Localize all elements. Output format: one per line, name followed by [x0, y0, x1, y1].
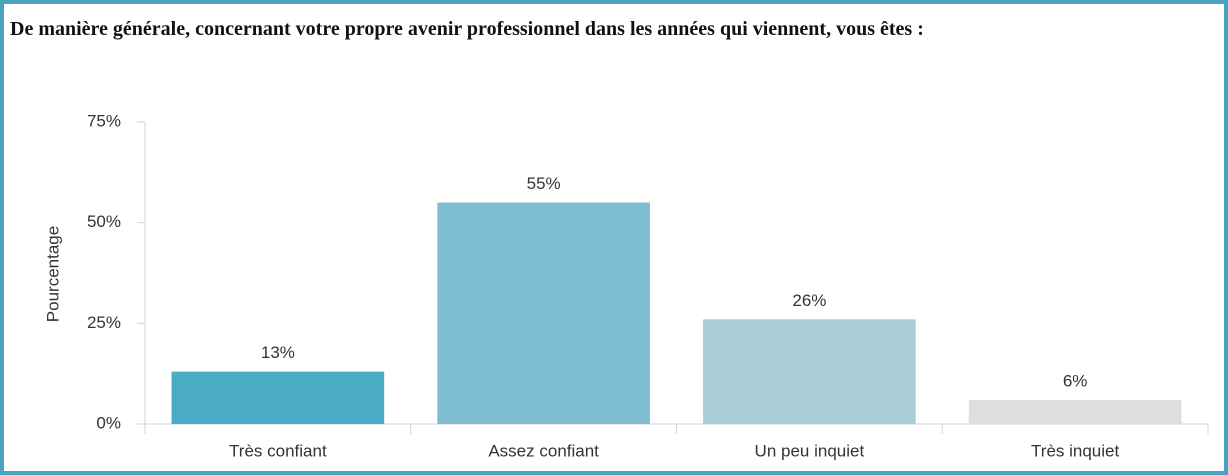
y-axis-label: Pourcentage [43, 226, 62, 322]
bar [968, 399, 1182, 424]
x-tick-label: Un peu inquiet [755, 441, 865, 460]
x-tick-label: Très confiant [229, 441, 327, 460]
data-label: 13% [261, 343, 295, 362]
bar [437, 202, 650, 424]
x-tick-label: Assez confiant [488, 441, 599, 460]
data-label: 55% [527, 174, 561, 193]
data-label: 26% [792, 291, 826, 310]
y-tick-label: 75% [87, 111, 121, 130]
x-tick-label: Très inquiet [1031, 441, 1119, 460]
chart: Pourcentage 0% 25% 50% 75% Très confiant 13% A… [43, 111, 1209, 460]
data-label: 6% [1063, 371, 1088, 390]
y-tick-label: 0% [96, 413, 121, 432]
bar [171, 371, 385, 424]
y-tick-label: 50% [87, 212, 121, 231]
y-tick-label: 25% [87, 313, 121, 332]
chart-title: De manière générale, concernant votre pr… [10, 18, 924, 40]
bar [703, 319, 916, 424]
